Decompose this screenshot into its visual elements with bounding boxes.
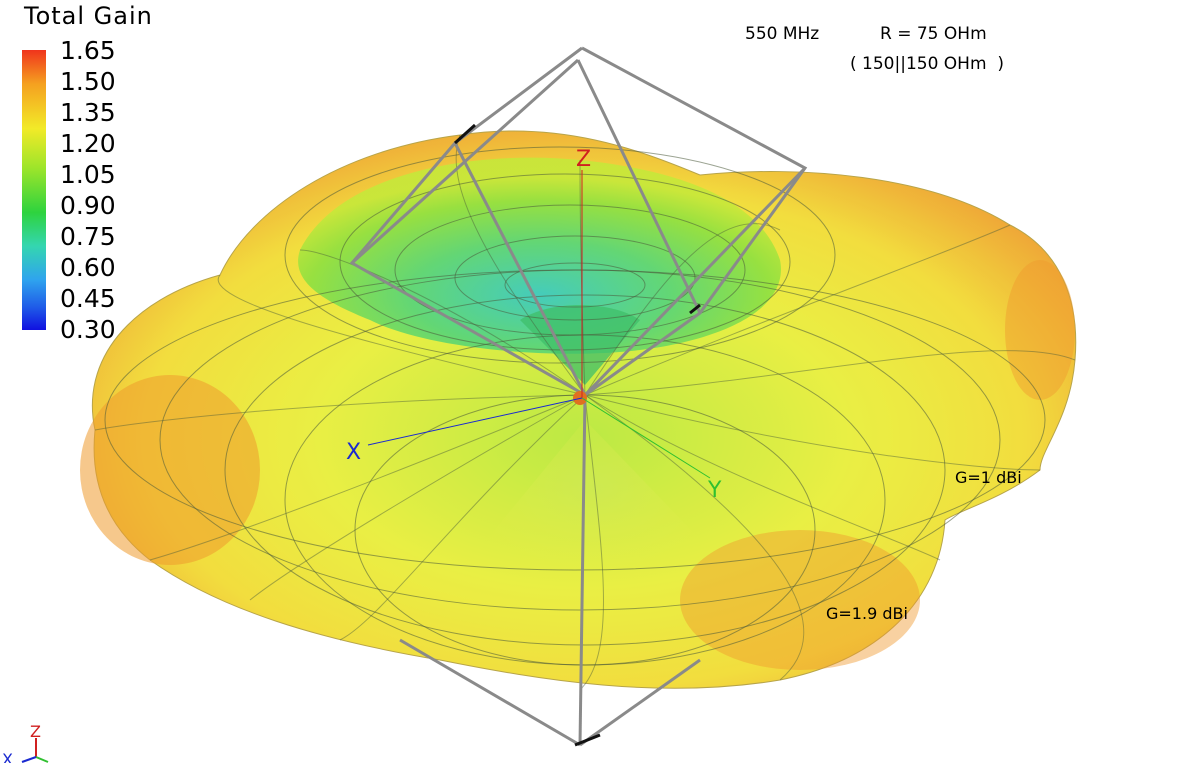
legend-title: Total Gain [24, 2, 153, 30]
colorbar [22, 50, 46, 330]
frequency-label: 550 MHz [745, 24, 820, 44]
z-axis-label: Z [576, 147, 591, 172]
lobe-left [80, 375, 260, 565]
resistance-label: R = 75 OHm [880, 24, 987, 44]
lobe-right [680, 530, 920, 670]
antenna-wireframe [349, 46, 808, 747]
svg-text:Z: Z [30, 722, 41, 741]
colorbar-tick: 0.30 [60, 315, 116, 344]
colorbar-tick: 1.50 [60, 67, 116, 96]
parallel-resistance-label: ( 150||150 OHm ) [850, 54, 1004, 74]
mesh-meridians [94, 134, 1076, 691]
gain-label-1-9dbi: G=1.9 dBi [826, 604, 908, 623]
y-axis-line [581, 397, 711, 479]
x-axis-line [367, 397, 583, 446]
gain-label-1dbi: G=1 dBi [955, 468, 1022, 487]
mesh-contours [104, 146, 1046, 666]
colorbar-tick: 0.60 [60, 253, 116, 282]
svg-text:X: X [2, 750, 13, 763]
x-axis-label: X [346, 440, 361, 465]
colorbar-tick: 0.90 [60, 191, 116, 220]
colorbar-tick: 1.35 [60, 98, 116, 127]
y-axis-label: Y [707, 478, 722, 503]
colorbar-tick: 1.05 [60, 160, 116, 189]
axes: Z X Y [346, 147, 722, 503]
lobe-right-top [1005, 260, 1075, 400]
lower-null-cone [470, 420, 720, 590]
colorbar-tick: 0.45 [60, 284, 116, 313]
antenna-wire-dark [453, 123, 701, 747]
upper-null-dish [298, 157, 781, 354]
colorbar-tick: 1.20 [60, 129, 116, 158]
orientation-triad: Z X [2, 722, 49, 763]
colorbar-tick: 1.65 [60, 36, 116, 65]
colorbar-tick: 0.75 [60, 222, 116, 251]
